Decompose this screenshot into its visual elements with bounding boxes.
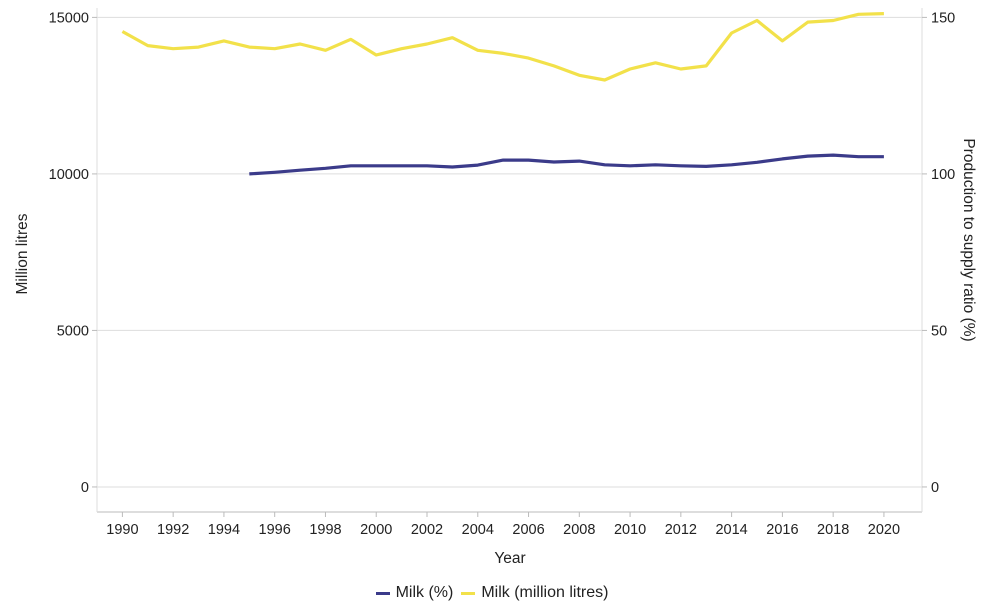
x-axis-ticks: 1990 1992 1994 1996 1998 2000 2002 2004 2006 2008… <box>106 512 900 538</box>
x-tick-label: 2006 <box>512 522 544 538</box>
x-tick-label: 2010 <box>614 522 646 538</box>
left-y-tick-label: 0 <box>81 480 89 496</box>
right-y-tick-label: 100 <box>931 167 955 183</box>
legend: Milk (%) Milk (million litres) <box>0 584 984 602</box>
x-tick-label: 2008 <box>563 522 595 538</box>
legend-swatch-milk-million-litres <box>461 591 476 595</box>
left-y-tick-label: 5000 <box>57 323 89 339</box>
x-tick-label: 2000 <box>360 522 392 538</box>
series-line-milk-million-litres <box>121 12 884 82</box>
legend-item-milk-percent: Milk (%) <box>375 584 454 602</box>
legend-label-milk-percent: Milk (%) <box>395 584 454 601</box>
x-tick-label: 1996 <box>259 522 291 538</box>
right-y-axis-title: Production to supply ratio (%) <box>960 138 977 341</box>
left-y-axis-title: Million litres <box>14 213 31 294</box>
x-tick-label: 2004 <box>462 522 494 538</box>
right-y-axis-ticks: 0 50 100 150 <box>922 10 955 496</box>
series-lines <box>121 12 884 176</box>
x-tick-label: 2018 <box>817 522 849 538</box>
x-tick-label: 2002 <box>411 522 443 538</box>
x-tick-label: 1992 <box>157 522 189 538</box>
x-tick-label: 2012 <box>665 522 697 538</box>
x-tick-label: 2020 <box>868 522 900 538</box>
left-y-tick-label: 15000 <box>49 10 89 26</box>
x-tick-label: 1990 <box>106 522 138 538</box>
x-tick-label: 1998 <box>309 522 341 538</box>
right-y-tick-label: 150 <box>931 10 955 26</box>
x-axis-title: Year <box>494 550 525 567</box>
gridlines <box>96 8 923 513</box>
x-tick-label: 1994 <box>208 522 240 538</box>
legend-label-milk-million-litres: Milk (million litres) <box>481 584 609 601</box>
legend-item-milk-million-litres: Milk (million litres) <box>461 584 608 602</box>
x-tick-label: 2016 <box>766 522 798 538</box>
right-y-tick-label: 50 <box>931 323 947 339</box>
left-y-tick-label: 10000 <box>49 167 89 183</box>
series-line-milk-percent <box>249 153 884 176</box>
x-tick-label: 2014 <box>715 522 747 538</box>
left-y-axis-ticks: 0 5000 10000 15000 <box>49 10 97 496</box>
legend-swatch-milk-percent <box>375 591 390 595</box>
right-y-tick-label: 0 <box>931 480 939 496</box>
